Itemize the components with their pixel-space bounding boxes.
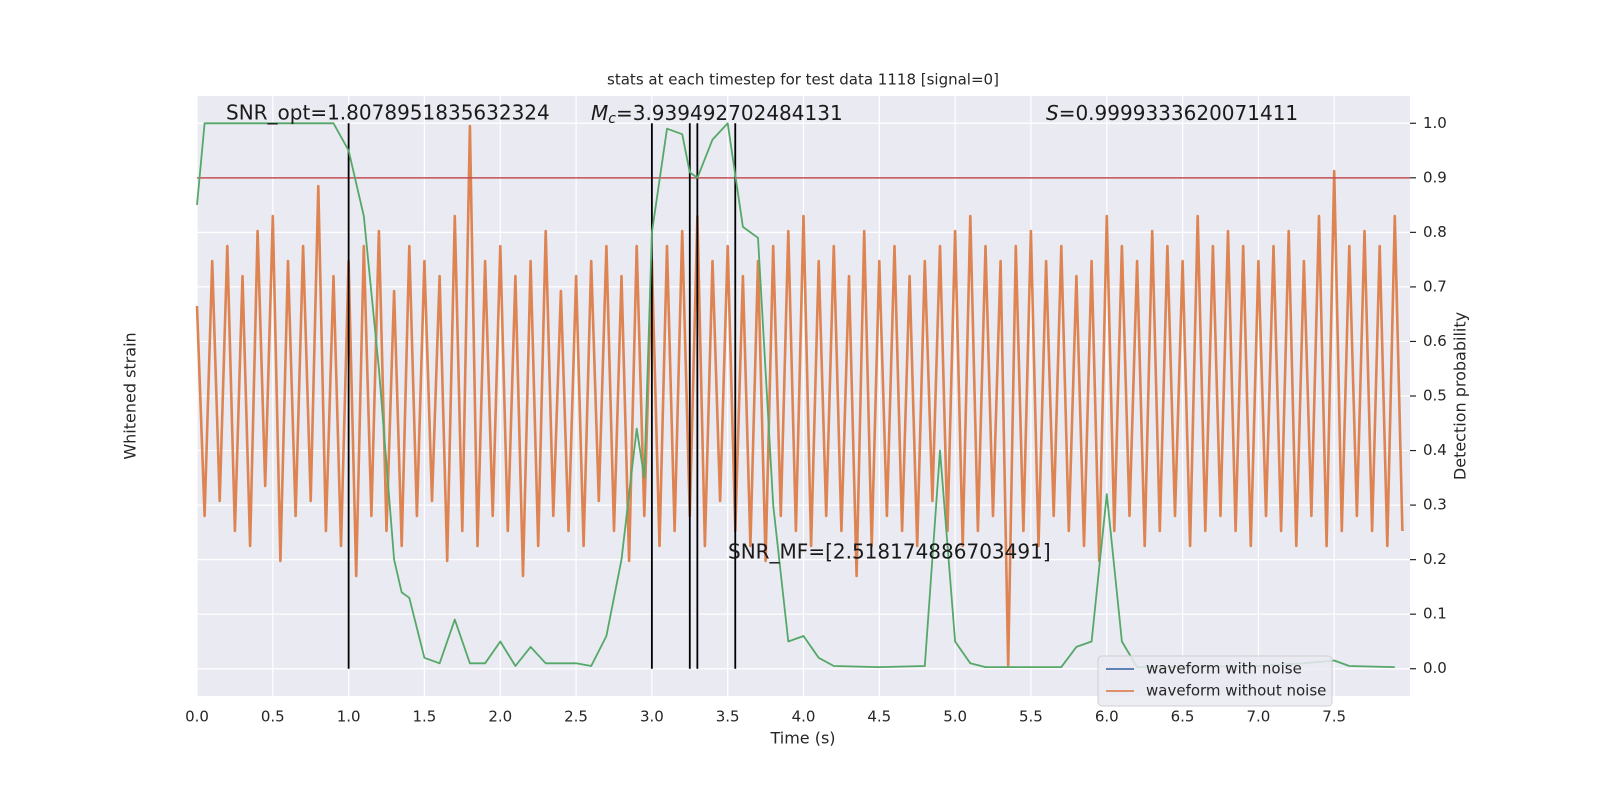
y2-tick-label: 0.1 [1423, 605, 1447, 623]
chart-title: stats at each timestep for test data 111… [607, 71, 999, 89]
x-tick-label: 4.0 [792, 708, 816, 726]
y2-tick-label: 0.8 [1423, 223, 1447, 241]
y2-tick-label: 0.9 [1423, 168, 1447, 186]
x-tick-label: 2.0 [488, 708, 512, 726]
y-axis-label: Whitened strain [121, 332, 140, 459]
series-line [195, 124, 1404, 668]
legend-box [1097, 655, 1333, 707]
annotation-value: =0.9999333620071411 [1059, 101, 1298, 125]
x-tick-label: 3.0 [640, 708, 664, 726]
x-tick-label: 1.0 [337, 708, 361, 726]
y2-tick-label: 0.3 [1423, 496, 1447, 514]
y2-tick-label: 0.7 [1423, 277, 1447, 295]
y2-tick-label: 0.6 [1423, 332, 1447, 350]
marks [195, 122, 1410, 669]
legend-label: waveform without noise [1146, 682, 1326, 700]
x-tick-label: 3.5 [716, 708, 740, 726]
y2-tick-label: 0.0 [1423, 659, 1447, 677]
annotation: SNR_MF=[2.518174886703491] [728, 540, 1051, 564]
y2-tick-label: 0.4 [1423, 441, 1447, 459]
annotation: SNR_opt=1.8078951835632324 [226, 101, 550, 125]
x-tick-label: 7.5 [1322, 708, 1346, 726]
legend: waveform with noise waveform without nois… [1097, 655, 1333, 707]
x-tick-label: 7.0 [1246, 708, 1270, 726]
annotation-symbol: S [1046, 101, 1059, 125]
y2-tick-label: 0.2 [1423, 550, 1447, 568]
series-line [196, 122, 1395, 668]
annotation: S=0.9999333620071411 [1046, 101, 1298, 125]
x-tick-label: 4.5 [867, 708, 891, 726]
y2-axis-label: Detection probability [1451, 312, 1470, 480]
x-tick-label: 1.5 [413, 708, 437, 726]
annotation-value: =3.939492702484131 [616, 101, 843, 125]
x-tick-label: 2.5 [564, 708, 588, 726]
annotation-subscript: c [608, 111, 616, 127]
y2-tick-label: 0.5 [1423, 387, 1447, 405]
x-tick-label: 0.5 [261, 708, 285, 726]
annotation: Mc=3.939492702484131 [591, 101, 843, 128]
x-tick-label: 6.5 [1171, 708, 1195, 726]
annotation-symbol: M [591, 101, 608, 125]
x-tick-label: 0.0 [185, 708, 209, 726]
legend-label: waveform with noise [1146, 660, 1302, 678]
x-tick-label: 5.5 [1019, 708, 1043, 726]
x-axis-label: Time (s) [769, 729, 835, 748]
y2-tick-label: 1.0 [1423, 114, 1447, 132]
x-tick-label: 5.0 [943, 708, 967, 726]
x-tick-label: 6.0 [1095, 708, 1119, 726]
